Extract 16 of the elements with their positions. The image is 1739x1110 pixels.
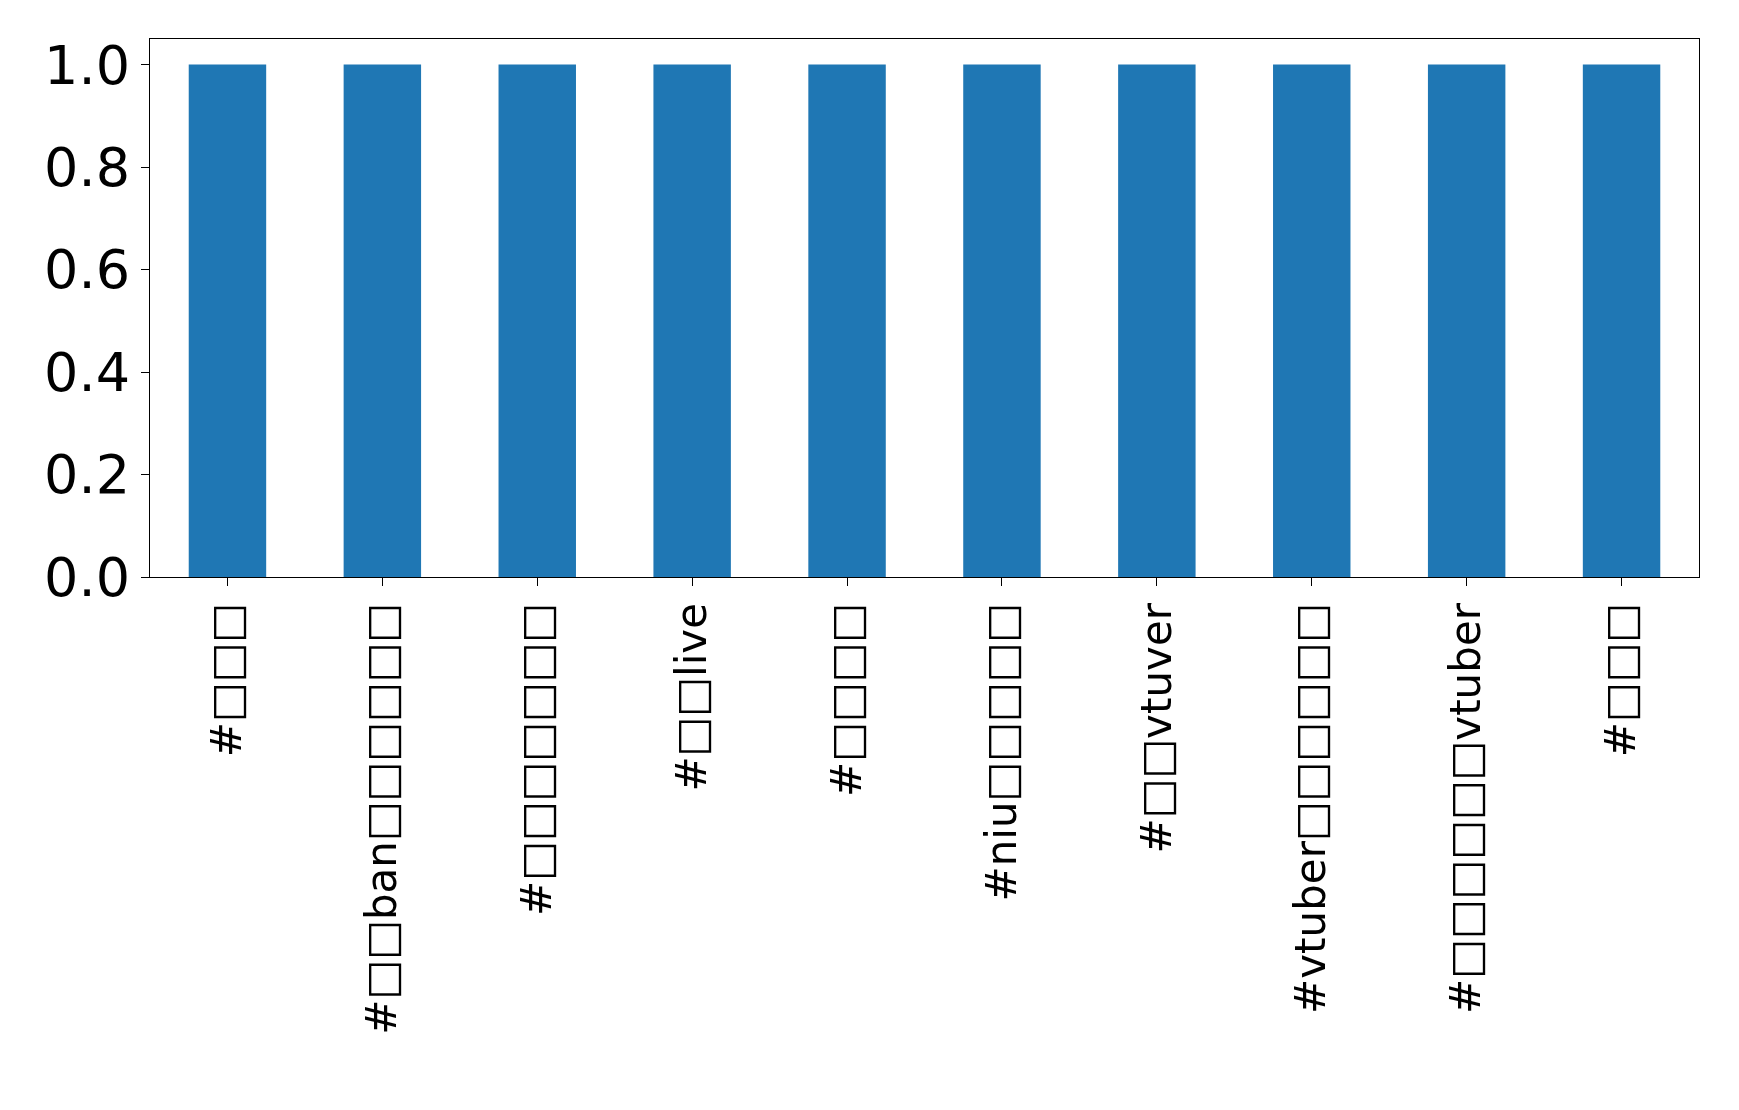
x-tick-label: #□□ban□□□□□□ bbox=[357, 603, 406, 1035]
y-tick-label: 0.2 bbox=[44, 443, 130, 507]
x-tick-label: #vtuber□□□□□□ bbox=[1286, 603, 1336, 1014]
x-tick-label: #□□□□□□vtuber bbox=[1441, 602, 1491, 1014]
y-tick-label: 0.4 bbox=[44, 340, 130, 404]
y-tick-label: 0.0 bbox=[44, 545, 130, 609]
x-tick-label: #□□□ bbox=[1596, 603, 1646, 758]
x-tick-label: #□□□□ bbox=[821, 603, 871, 797]
y-tick-label: 1.0 bbox=[44, 33, 130, 97]
x-tick-label: #□□vtuver bbox=[1131, 602, 1181, 854]
y-tick-label: 0.6 bbox=[44, 238, 130, 302]
y-tick-label: 0.8 bbox=[44, 136, 130, 199]
x-tick-label: #□□live bbox=[666, 603, 716, 792]
x-tick-label: #□□□ bbox=[202, 603, 252, 758]
x-tick-label: #niu□□□□□ bbox=[976, 603, 1026, 902]
x-tick-label: #□□□□□□□ bbox=[511, 603, 561, 916]
